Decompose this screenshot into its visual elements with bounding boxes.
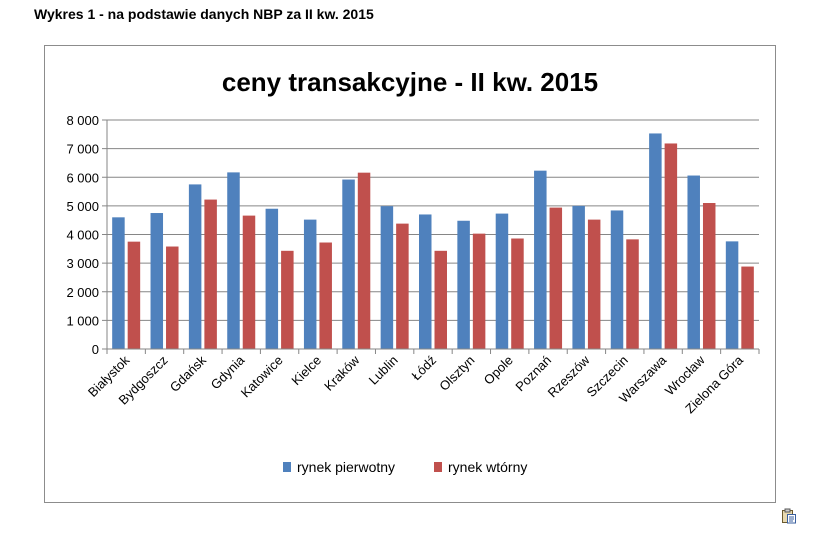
legend-swatch [283, 462, 291, 472]
legend-label: rynek pierwotny [297, 459, 395, 475]
legend: rynek pierwotny rynek wtórny [283, 459, 527, 475]
y-tick-label: 5 000 [66, 199, 99, 214]
bar-secondary [127, 241, 141, 349]
bar-secondary [204, 199, 217, 349]
x-tick-label: Opole [481, 353, 516, 388]
bar-secondary [664, 143, 678, 349]
y-tick-label: 1 000 [66, 313, 99, 328]
bar-primary [112, 217, 125, 349]
legend-label: rynek wtórny [448, 459, 527, 475]
y-tick-label: 4 000 [66, 228, 99, 243]
bar-primary [610, 210, 624, 349]
bars [112, 133, 754, 349]
bar-chart: ceny transakcyjne - II kw. 2015 0 1 000 2 … [66, 67, 760, 475]
bar-primary [419, 214, 432, 349]
x-tick-label: Kielce [288, 353, 324, 389]
bar-secondary [281, 250, 294, 349]
bar-secondary [166, 246, 179, 349]
x-tick-label: Olsztyn [436, 353, 477, 394]
bar-secondary [626, 239, 639, 349]
bar-secondary [434, 250, 447, 349]
bar-secondary [242, 215, 256, 349]
y-tick-label: 0 [92, 342, 99, 357]
bar-secondary [511, 238, 524, 349]
bar-secondary [319, 242, 332, 349]
bar-primary [687, 175, 700, 349]
bar-secondary [549, 207, 563, 349]
bar-primary [150, 213, 164, 349]
x-tick-label: Lublin [366, 353, 401, 388]
chart-frame: ceny transakcyjne - II kw. 2015 0 1 000 2 … [44, 45, 776, 503]
chart-title: ceny transakcyjne - II kw. 2015 [222, 67, 598, 97]
y-tick-label: 2 000 [66, 285, 99, 300]
bar-secondary [702, 203, 716, 349]
bar-primary [188, 184, 202, 349]
bar-primary [342, 179, 355, 349]
bar-primary [457, 220, 470, 349]
x-axis [106, 120, 760, 354]
bar-secondary [587, 219, 601, 349]
x-tick-label: Gdańsk [167, 352, 210, 395]
bar-primary [303, 219, 317, 349]
y-tick-label: 6 000 [66, 170, 99, 185]
bar-primary [265, 208, 279, 349]
y-tick-label: 8 000 [66, 113, 99, 128]
figure-caption: Wykres 1 - na podstawie danych NBP za II… [34, 6, 374, 22]
x-tick-label: Katowice [238, 353, 286, 401]
bar-primary [572, 205, 585, 349]
y-tick-label: 7 000 [66, 142, 99, 157]
legend-swatch [434, 462, 442, 472]
bar-primary [495, 213, 509, 349]
bar-secondary [741, 266, 754, 349]
bar-secondary [472, 233, 486, 349]
y-tick-label: 3 000 [66, 256, 99, 271]
x-tick-label: Rzeszów [545, 352, 593, 400]
bar-primary [380, 206, 394, 349]
x-tick-label: Kraków [321, 352, 363, 394]
bar-secondary [396, 223, 409, 349]
x-tick-label: Łódź [409, 353, 440, 384]
bar-primary [534, 170, 547, 349]
bar-primary [227, 172, 240, 349]
y-axis-ticks: 0 1 000 2 000 3 000 4 000 5 000 6 000 7 000 8 00… [66, 113, 107, 357]
bar-primary [725, 241, 739, 349]
bar-primary [649, 133, 662, 349]
bar-secondary [357, 172, 371, 349]
clipboard-paste-icon[interactable] [781, 508, 797, 524]
